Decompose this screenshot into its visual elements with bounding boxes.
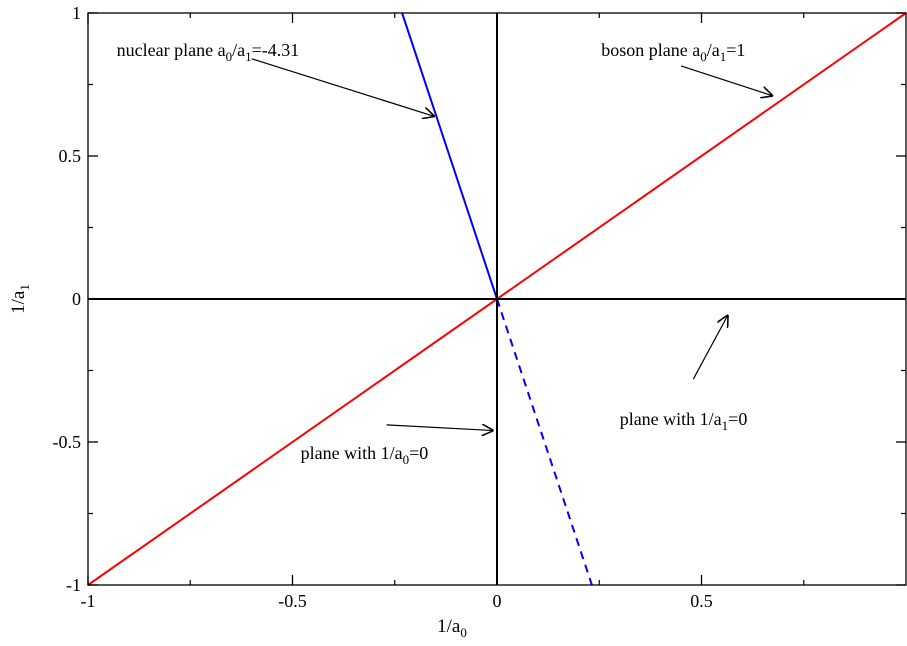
annotation-a0-inf: plane with 1/a0=0 xyxy=(301,443,429,467)
arrow-boson xyxy=(680,65,773,96)
x-tick-label: -1 xyxy=(81,591,96,611)
y-tick-label: 0 xyxy=(72,289,81,309)
x-tick-label: -0.5 xyxy=(278,591,307,611)
y-axis-title: 1/a1 xyxy=(8,284,32,314)
x-axis-title: 1/a0 xyxy=(437,616,467,640)
y-tick-label: 1 xyxy=(72,3,81,23)
series-layer xyxy=(87,12,907,586)
ticks-layer: -1 -0.5 0 0.5 -1 -0.5 0 0.5 1 xyxy=(53,3,906,611)
arrow-a0-inf xyxy=(386,425,494,431)
y-tick-label: 0.5 xyxy=(59,146,82,166)
arrow-a1-inf xyxy=(692,315,728,380)
series-line-nuclear-dashed xyxy=(496,298,593,586)
annotations-layer: nuclear plane a0/a1=-4.31 boson plane a0/… xyxy=(117,40,773,467)
arrow-nuclear xyxy=(251,58,435,117)
series-line-nuclear xyxy=(401,12,498,300)
annotation-nuclear: nuclear plane a0/a1=-4.31 xyxy=(117,40,300,64)
x-tick-label: 0.5 xyxy=(690,591,713,611)
x-tick-label: 0 xyxy=(493,591,502,611)
y-tick-label: -0.5 xyxy=(53,432,82,452)
annotation-a1-inf: plane with 1/a1=0 xyxy=(620,409,748,433)
y-tick-label: -1 xyxy=(66,575,81,595)
annotation-boson: boson plane a0/a1=1 xyxy=(601,40,745,64)
